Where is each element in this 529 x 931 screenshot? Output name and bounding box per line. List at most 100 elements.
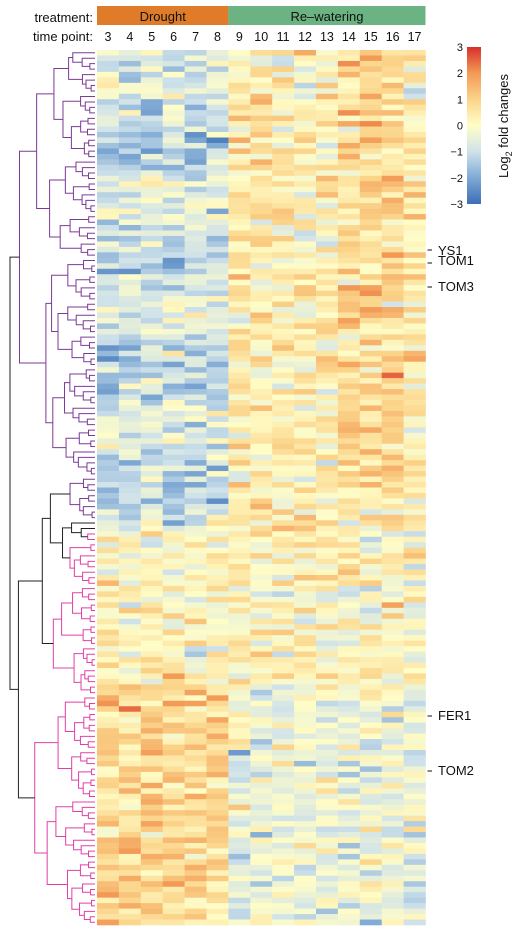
- dendrogram-branch: [78, 432, 91, 445]
- heatmap-cell: [140, 230, 163, 237]
- heatmap-cell: [228, 323, 251, 330]
- heatmap-cell: [272, 881, 295, 888]
- heatmap-cell: [184, 695, 207, 702]
- heatmap-cell: [228, 919, 251, 926]
- heatmap-cell: [118, 498, 142, 505]
- heatmap-cell: [206, 356, 229, 363]
- heatmap-cell: [403, 832, 426, 838]
- heatmap-cell: [162, 750, 185, 756]
- heatmap-cell: [403, 591, 426, 598]
- heatmap-cell: [140, 471, 163, 477]
- heatmap-cell: [140, 531, 163, 538]
- heatmap-cell: [403, 421, 426, 428]
- heatmap-cell: [97, 389, 120, 395]
- heatmap-cell: [316, 197, 339, 204]
- dendrogram-branch: [86, 757, 95, 765]
- heatmap-cell: [97, 711, 120, 718]
- heatmap-cell: [206, 148, 229, 155]
- heatmap-cell: [359, 919, 382, 926]
- heatmap-cell: [272, 268, 295, 275]
- heatmap-cell: [381, 646, 404, 652]
- heatmap-cell: [359, 60, 382, 67]
- heatmap-cell: [403, 334, 426, 341]
- heatmap-cell: [250, 410, 273, 417]
- heatmap-cell: [140, 870, 163, 877]
- heatmap-cell: [381, 853, 404, 860]
- heatmap-cell: [97, 514, 120, 521]
- heatmap-cell: [316, 416, 339, 423]
- heatmap-cell: [359, 853, 382, 860]
- heatmap-cell: [162, 208, 185, 215]
- dendrogram-branch: [89, 63, 95, 70]
- heatmap-cell: [316, 449, 339, 455]
- heatmap-cell: [381, 148, 404, 155]
- heatmap-cell: [359, 170, 382, 177]
- heatmap-cell: [250, 208, 273, 215]
- heatmap-cell: [403, 498, 426, 505]
- heatmap-cell: [381, 629, 404, 636]
- heatmap-cell: [381, 739, 404, 745]
- heatmap-cell: [140, 553, 163, 559]
- heatmap-cell: [228, 372, 251, 379]
- heatmap-cell: [118, 465, 142, 472]
- heatmap-cell: [184, 235, 207, 242]
- heatmap-cell: [337, 132, 361, 138]
- heatmap-cell: [272, 394, 295, 401]
- heatmap-cell: [140, 317, 163, 324]
- heatmap-cell: [206, 208, 229, 215]
- heatmap-cell: [228, 235, 251, 242]
- heatmap-cell: [250, 159, 273, 166]
- heatmap-cell: [184, 914, 207, 920]
- heatmap-cell: [359, 159, 382, 166]
- heatmap-cell: [206, 520, 229, 527]
- dendrogram-branch: [88, 429, 95, 437]
- heatmap-cell: [359, 197, 382, 204]
- heatmap-cell: [381, 662, 404, 669]
- heatmap-cell: [250, 908, 273, 915]
- heatmap-cell: [359, 356, 382, 363]
- heatmap-cell: [381, 279, 404, 286]
- heatmap-cell: [140, 558, 163, 565]
- heatmap-cell: [206, 689, 229, 696]
- heatmap-cell: [316, 93, 339, 100]
- heatmap-cell: [294, 328, 317, 335]
- heatmap-cell: [250, 460, 273, 466]
- heatmap-cell: [206, 558, 229, 565]
- heatmap-cell: [272, 126, 295, 133]
- heatmap-cell: [97, 126, 120, 133]
- heatmap-cell: [381, 711, 404, 718]
- heatmap-cell: [294, 230, 317, 237]
- heatmap-cell: [184, 142, 207, 149]
- heatmap-cell: [228, 334, 251, 341]
- heatmap-cell: [272, 755, 295, 762]
- heatmap-cell: [250, 864, 273, 871]
- heatmap-cell: [337, 246, 361, 253]
- heatmap-cell: [118, 864, 142, 871]
- heatmap-cell: [294, 296, 317, 302]
- heatmap-cell: [403, 252, 426, 259]
- dendrogram-branch: [91, 828, 95, 836]
- heatmap-cell: [403, 268, 426, 275]
- heatmap-cell: [403, 274, 426, 280]
- heatmap-cell: [294, 673, 317, 680]
- dendrogram-branch: [72, 592, 83, 614]
- heatmap-cell: [359, 842, 382, 849]
- dendrogram-branch: [59, 225, 82, 249]
- heatmap-cell: [206, 432, 229, 439]
- heatmap-cell: [250, 596, 273, 603]
- heatmap-cell: [228, 389, 251, 395]
- heatmap-cell: [403, 285, 426, 291]
- heatmap-cell: [250, 443, 273, 450]
- heatmap-cell: [140, 536, 163, 543]
- heatmap-cell: [316, 328, 339, 335]
- heatmap-cell: [381, 389, 404, 395]
- heatmap-cell: [294, 350, 317, 357]
- heatmap-cell: [162, 585, 185, 592]
- heatmap-cell: [162, 410, 185, 417]
- heatmap-cell: [97, 104, 120, 111]
- time-point-tick: 13: [320, 30, 334, 44]
- heatmap-cell: [294, 919, 317, 926]
- heatmap-cell: [206, 919, 229, 926]
- heatmap-cell: [250, 585, 273, 592]
- heatmap-cell: [403, 400, 426, 406]
